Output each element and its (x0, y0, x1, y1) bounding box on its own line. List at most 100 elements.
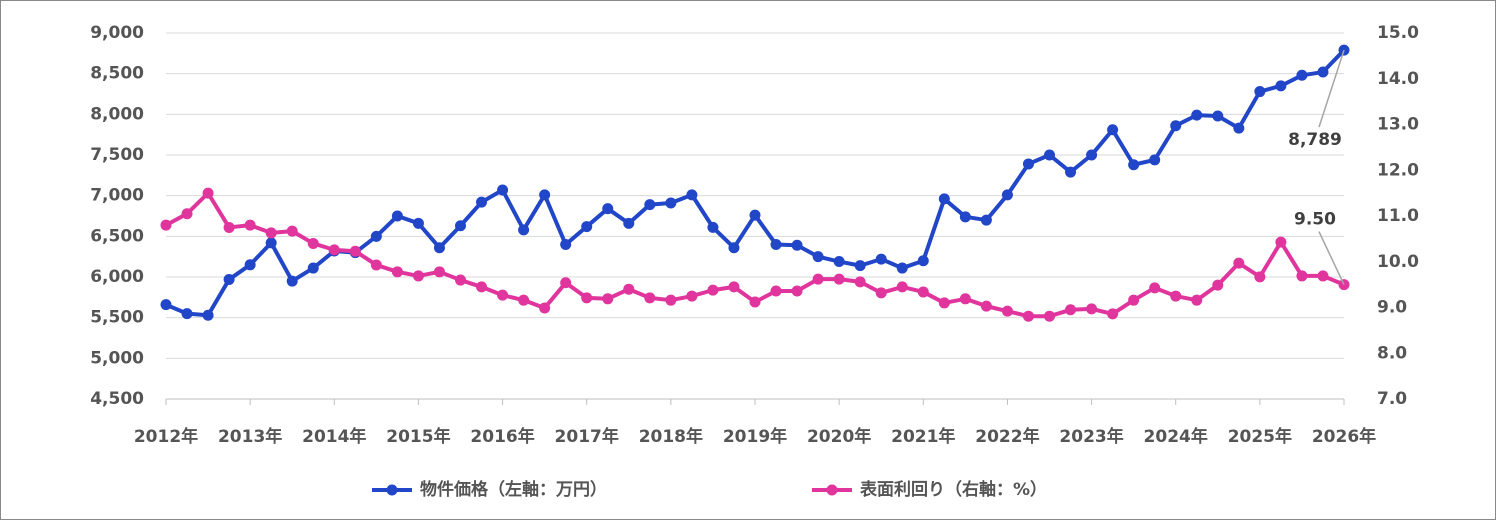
y-tick-label: 9,000 (90, 23, 144, 43)
data-point (1233, 257, 1245, 269)
data-point (160, 299, 172, 311)
data-point (1317, 270, 1329, 282)
data-point (455, 220, 466, 232)
data-point (160, 219, 172, 231)
data-point (1317, 66, 1329, 78)
data-point (1254, 86, 1266, 98)
data-point (1296, 270, 1308, 282)
data-point (1001, 305, 1013, 317)
data-point (476, 196, 488, 208)
data-point (938, 193, 950, 205)
data-point (202, 187, 214, 199)
data-point (644, 199, 656, 211)
data-point (1191, 294, 1203, 306)
data-point (644, 292, 656, 304)
data-point (560, 277, 572, 289)
data-point (959, 293, 971, 305)
y2-tick-label: 11.0 (1377, 206, 1419, 226)
x-tick-label: 2017年 (555, 426, 619, 447)
y-tick-label: 7,000 (90, 186, 144, 206)
data-point (349, 245, 361, 257)
data-point (433, 266, 445, 278)
leader-line (1318, 231, 1345, 285)
data-point (1128, 159, 1140, 171)
data-point (1107, 124, 1119, 136)
data-point (1128, 294, 1140, 306)
x-tick-label: 2023年 (1059, 426, 1123, 447)
data-point (623, 217, 635, 229)
data-point (539, 189, 551, 201)
data-point (1022, 158, 1034, 170)
data-point (1107, 308, 1119, 320)
data-point (686, 290, 698, 302)
data-point (1170, 120, 1182, 132)
y2-tick-label: 9.0 (1377, 298, 1407, 318)
data-point (833, 256, 845, 268)
data-point (770, 238, 782, 250)
x-tick-label: 2014年 (302, 426, 366, 447)
data-point (623, 283, 635, 295)
data-point (1065, 166, 1077, 178)
data-point (265, 237, 277, 249)
x-tick-label: 2016年 (470, 426, 534, 447)
data-point (181, 208, 193, 220)
data-point (1149, 282, 1161, 294)
y2-tick-label: 10.0 (1377, 252, 1419, 272)
data-point (1170, 290, 1182, 302)
x-tick-label: 2025年 (1228, 426, 1292, 447)
legend-marker (386, 484, 398, 496)
y-tick-label: 5,000 (90, 348, 144, 368)
data-point (518, 294, 530, 306)
x-tick-label: 2013年 (218, 426, 282, 447)
data-point (602, 293, 614, 305)
data-point (791, 285, 803, 297)
data-point (244, 219, 256, 231)
y2-tick-label: 15.0 (1377, 23, 1419, 43)
data-point (1086, 303, 1098, 315)
data-point (791, 239, 803, 251)
data-point (1212, 110, 1224, 122)
data-point (938, 297, 950, 309)
data-point (433, 242, 445, 254)
data-point (875, 253, 887, 265)
y-tick-label: 6,000 (90, 267, 144, 287)
x-tick-label: 2024年 (1144, 426, 1208, 447)
legend-label: 表面利回り（右軸：%） (860, 479, 1047, 500)
x-tick-label: 2021年 (891, 426, 955, 447)
data-point (286, 225, 298, 237)
data-point (539, 302, 551, 314)
x-tick-label: 2026年 (1312, 426, 1376, 447)
data-point (1275, 80, 1287, 92)
legend-marker (826, 484, 838, 496)
data-point (917, 286, 929, 298)
data-point (854, 260, 866, 272)
y2-tick-label: 12.0 (1377, 160, 1419, 180)
data-point (560, 238, 572, 250)
data-point (244, 259, 256, 271)
data-point (265, 227, 277, 239)
y2-tick-label: 13.0 (1377, 115, 1419, 135)
data-point (1149, 154, 1161, 166)
data-point (328, 244, 340, 256)
data-point (518, 224, 530, 236)
y-tick-label: 8,000 (90, 104, 144, 124)
data-point (581, 292, 593, 304)
data-point (812, 251, 824, 263)
data-point (391, 266, 403, 278)
y-tick-label: 6,500 (90, 226, 144, 246)
data-point (854, 276, 866, 288)
data-point (959, 211, 971, 223)
data-point (181, 308, 193, 320)
x-tick-label: 2012年 (134, 426, 198, 447)
data-point (665, 197, 677, 209)
data-point (412, 270, 424, 282)
data-point (728, 281, 740, 293)
data-point (223, 221, 235, 233)
data-point (728, 242, 740, 254)
x-tick-label: 2015年 (386, 426, 450, 447)
y2-tick-label: 7.0 (1377, 389, 1407, 409)
data-point (833, 273, 845, 285)
data-point (917, 255, 929, 267)
y-tick-label: 5,500 (90, 308, 144, 328)
